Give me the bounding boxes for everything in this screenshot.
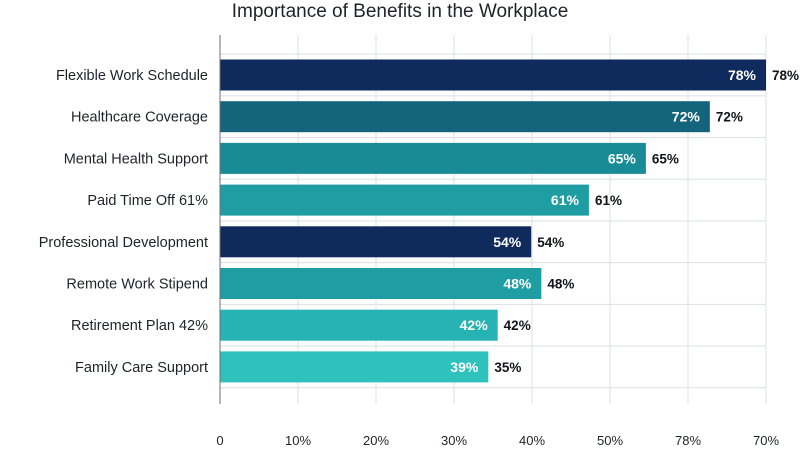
data-label: 48% bbox=[547, 277, 574, 292]
category-label: Paid Time Off 61% bbox=[87, 193, 208, 209]
bar bbox=[220, 351, 489, 383]
category-label: Retirement Plan 42% bbox=[71, 318, 208, 334]
bar-inner-label: 72% bbox=[672, 109, 701, 125]
bar bbox=[220, 226, 532, 258]
x-tick-label: 40% bbox=[519, 433, 545, 448]
data-label: 35% bbox=[494, 360, 521, 375]
data-label: 78% bbox=[772, 68, 799, 83]
bar-inner-label: 48% bbox=[503, 276, 532, 292]
data-label: 72% bbox=[716, 110, 743, 125]
bar bbox=[220, 101, 710, 133]
category-label: Flexible Work Schedule bbox=[56, 68, 208, 84]
category-label: Remote Work Stipend bbox=[66, 277, 208, 293]
bars bbox=[220, 59, 766, 383]
bar-inner-label: 61% bbox=[551, 192, 580, 208]
x-tick-label: 30% bbox=[441, 433, 467, 448]
bar-inner-label: 39% bbox=[450, 359, 479, 375]
bar bbox=[220, 184, 589, 216]
axes: 0 10% 20% 30% 40% 50% 78% 70% bbox=[216, 35, 779, 448]
x-tick-label: 50% bbox=[597, 433, 623, 448]
x-tick-label: 20% bbox=[363, 433, 389, 448]
data-label: 65% bbox=[652, 151, 679, 166]
bar-inner-label: 78% bbox=[728, 67, 757, 83]
bar-inner-label: 54% bbox=[493, 234, 522, 250]
chart-title: Importance of Benefits in the Workplace bbox=[231, 1, 569, 22]
x-tick-label: 70% bbox=[753, 433, 779, 448]
x-tick-label: 10% bbox=[285, 433, 311, 448]
bar bbox=[220, 59, 766, 91]
labels: Flexible Work Schedule 78% 78% Healthcare C… bbox=[39, 67, 799, 376]
category-label: Healthcare Coverage bbox=[71, 110, 208, 126]
data-label: 61% bbox=[595, 193, 622, 208]
bar-inner-label: 65% bbox=[608, 150, 637, 166]
x-tick-label: 0 bbox=[216, 433, 223, 448]
category-label: Mental Health Support bbox=[64, 151, 208, 167]
data-label: 54% bbox=[537, 235, 564, 250]
category-label: Family Care Support bbox=[75, 360, 208, 376]
bar bbox=[220, 142, 646, 174]
bar-inner-label: 42% bbox=[460, 317, 489, 333]
grid-lines bbox=[220, 35, 767, 404]
category-label: Professional Development bbox=[39, 235, 208, 251]
x-tick-label: 78% bbox=[675, 433, 701, 448]
bar bbox=[220, 268, 542, 299]
data-label: 42% bbox=[504, 318, 531, 333]
bar bbox=[220, 309, 498, 341]
